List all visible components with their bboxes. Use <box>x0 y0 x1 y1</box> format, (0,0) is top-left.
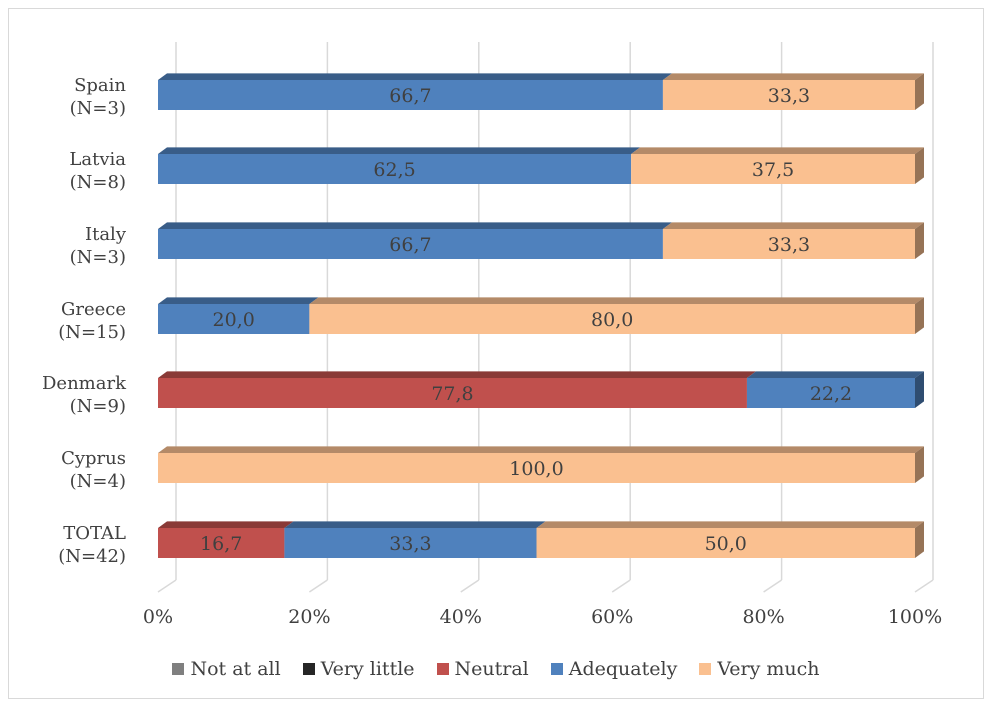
data-label: 66,7 <box>389 85 431 107</box>
category-label: Latvia (N=8) <box>69 149 126 193</box>
bar-segment <box>631 154 915 184</box>
bar-segment <box>284 528 537 558</box>
x-tick-label: 80% <box>742 606 784 628</box>
bar-top-face <box>158 297 319 304</box>
data-label: 20,0 <box>213 309 255 331</box>
legend-item: Not at all <box>172 658 281 680</box>
bar-top-face <box>158 446 924 453</box>
bar-top-face <box>536 521 924 528</box>
floor-gridline <box>914 579 934 593</box>
x-tick-label: 40% <box>440 606 482 628</box>
legend-item: Very little <box>302 658 415 680</box>
x-tick-label: 20% <box>288 606 330 628</box>
bar-top-face <box>158 73 672 80</box>
legend-swatch <box>699 663 712 675</box>
bar-side-face <box>915 297 924 334</box>
x-tick-label: 100% <box>888 606 942 628</box>
x-tick-label: 60% <box>591 606 633 628</box>
legend-item: Adequately <box>550 658 678 680</box>
data-label: 16,7 <box>200 533 242 555</box>
bar-top-face <box>662 73 924 80</box>
data-label: 66,7 <box>389 234 431 256</box>
bar-top-face <box>284 521 546 528</box>
bar-side-face <box>915 73 924 110</box>
bar-segment <box>746 378 915 408</box>
data-label: 33,3 <box>389 533 431 555</box>
legend-item: Very much <box>699 658 820 680</box>
bar-segment <box>662 80 915 110</box>
legend-label: Very much <box>717 658 820 680</box>
data-label: 33,3 <box>768 85 810 107</box>
chart-legend: Not at all Very little Neutral Adequately Ve… <box>0 658 992 680</box>
bar-top-face <box>631 147 924 154</box>
legend-label: Neutral <box>454 658 529 680</box>
data-label: 77,8 <box>431 383 473 405</box>
bar-top-face <box>158 222 672 229</box>
bar-side-face <box>915 521 924 558</box>
category-label: Spain (N=3) <box>70 75 127 119</box>
data-label: 22,2 <box>810 383 852 405</box>
bar-side-face <box>915 446 924 483</box>
legend-label: Not at all <box>190 658 281 680</box>
bar-top-face <box>746 371 924 378</box>
floor-gridline <box>611 579 631 593</box>
bar-side-face <box>915 222 924 259</box>
bar-top-face <box>158 521 294 528</box>
bar-top-face <box>158 371 756 378</box>
bar-segment <box>158 304 310 334</box>
data-label: 80,0 <box>591 309 633 331</box>
bar-side-face <box>915 147 924 184</box>
category-label: Greece (N=15) <box>58 299 126 343</box>
data-label: 33,3 <box>768 234 810 256</box>
data-label: 62,5 <box>373 159 415 181</box>
legend-swatch <box>302 663 315 675</box>
bar-segment <box>158 378 747 408</box>
bar-segment <box>158 229 663 259</box>
bar-top-face <box>662 222 924 229</box>
floor-gridline <box>308 579 328 593</box>
bar-segment <box>158 453 915 483</box>
data-label: 50,0 <box>705 533 747 555</box>
category-label: TOTAL (N=42) <box>58 523 126 567</box>
legend-swatch <box>172 663 185 675</box>
category-label: Cyprus (N=4) <box>61 448 126 492</box>
data-label: 100,0 <box>509 458 563 480</box>
x-tick-label: 0% <box>143 606 173 628</box>
bar-segment <box>158 80 663 110</box>
category-label: Italy (N=3) <box>70 224 127 268</box>
category-label: Denmark (N=9) <box>42 373 127 417</box>
legend-label: Very little <box>320 658 415 680</box>
bar-segment <box>158 154 632 184</box>
bar-top-face <box>309 297 924 304</box>
legend-swatch <box>550 663 563 675</box>
bar-segment <box>309 304 915 334</box>
legend-swatch <box>436 663 449 675</box>
floor-gridline <box>763 579 783 593</box>
floor-gridline <box>460 579 480 593</box>
bar-segment <box>158 528 285 558</box>
legend-label: Adequately <box>568 658 678 680</box>
bar-top-face <box>158 147 641 154</box>
bar-side-face <box>915 371 924 408</box>
bar-segment <box>536 528 915 558</box>
bar-segment <box>662 229 915 259</box>
floor-gridline <box>157 579 177 593</box>
legend-item: Neutral <box>436 658 529 680</box>
data-label: 37,5 <box>752 159 794 181</box>
